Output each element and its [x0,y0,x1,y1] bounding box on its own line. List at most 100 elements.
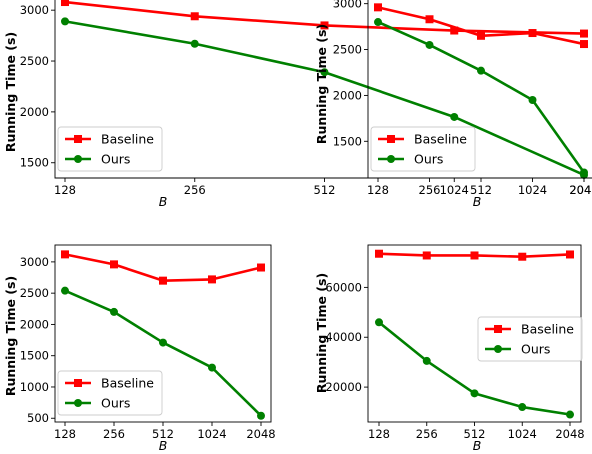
y-tick-label: 1500 [20,349,49,363]
marker-baseline-2 [477,31,485,40]
legend-label-ours: Ours [521,342,550,357]
marker-ours-2 [320,68,329,77]
y-tick-label: 3000 [20,255,49,269]
y-tick-label: 2500 [20,286,49,300]
marker-ours-2 [477,66,485,75]
y-tick-label: 1500 [20,156,49,170]
marker-baseline-legend [74,379,82,387]
x-tick-label: 256 [184,183,206,197]
marker-ours-legend [74,399,82,407]
x-tick-label: 2048 [246,427,275,441]
series-baseline [374,3,588,49]
y-axis-label: Running Time (s) [3,32,18,152]
marker-baseline-0 [61,250,69,259]
marker-baseline-2 [159,276,167,285]
marker-ours-1 [422,356,431,365]
chart-2: 128256512102420481500200025003000BRunnin… [314,0,592,209]
y-tick-label: 2000 [20,317,49,331]
y-axis-label: Running Time (s) [3,276,18,396]
y-tick-label: 60000 [325,280,362,294]
series-baseline [61,0,588,38]
legend: Baseline Ours [370,126,476,172]
legend-label-ours: Ours [101,396,130,411]
marker-ours-0 [61,286,69,295]
marker-ours-3 [208,363,216,372]
marker-baseline-legend [74,135,82,143]
legend-label-baseline: Baseline [101,376,154,391]
x-tick-label: 256 [416,427,438,441]
marker-ours-4 [257,411,265,420]
plot-frame [367,0,592,179]
x-tick-label: 128 [368,427,390,441]
marker-ours-0 [61,17,69,26]
marker-baseline-1 [422,251,431,260]
marker-baseline-legend [387,135,395,143]
chart-4: 128 256 512 1024 2048 20000 40000 60000 B Running… [314,244,585,453]
x-tick-label: 1024 [197,427,226,441]
chart-1: 128256512102420481500200025003000BRunnin… [3,0,592,209]
marker-baseline-3 [528,29,537,38]
marker-baseline-legend [494,325,502,333]
y-tick-label: 1500 [333,134,362,148]
y-tick-label: 40000 [325,330,362,344]
marker-baseline-0 [375,249,383,258]
x-tick-label: 512 [464,427,486,441]
chart-3: 128 256 512 1024 2048 500 1000 1500 2000 2500 3000… [3,244,276,453]
legend: Baseline Ours [57,370,163,416]
legend: Baseline Ours [477,316,583,362]
x-tick-label: 2048 [569,183,592,197]
marker-baseline-0 [61,0,69,7]
legend-label-ours: Ours [101,152,130,167]
legend-label-baseline: Baseline [101,132,154,147]
y-tick-label: 2000 [20,105,49,119]
marker-baseline-1 [425,15,434,24]
marker-ours-legend [387,155,395,163]
series-baseline [61,250,265,285]
marker-baseline-3 [518,252,527,261]
series-ours [375,318,574,419]
y-tick-label: 500 [27,411,49,425]
marker-ours-3 [518,403,527,412]
x-tick-label: 1024 [508,427,537,441]
x-tick-label: 512 [152,427,174,441]
legend: Baseline Ours [57,126,163,172]
marker-baseline-4 [580,40,588,49]
marker-baseline-4 [580,29,588,38]
x-tick-label: 128 [367,183,389,197]
y-axis-label: Running Time (s) [314,273,329,393]
marker-baseline-4 [566,250,574,259]
marker-ours-3 [528,96,537,105]
marker-ours-0 [375,318,383,327]
x-tick-label: 1024 [518,183,547,197]
series-ours [374,18,588,177]
legend-label-baseline: Baseline [414,132,467,147]
marker-baseline-1 [190,12,199,21]
marker-ours-2 [159,338,167,347]
y-tick-label: 2500 [20,54,49,68]
y-tick-label: 20000 [325,380,362,394]
y-tick-label: 3000 [333,0,362,11]
marker-ours-1 [190,39,199,48]
series-baseline [375,249,574,261]
y-tick-label: 2500 [333,43,362,57]
legend-label-baseline: Baseline [521,322,574,337]
x-axis-label: B [473,194,482,209]
marker-baseline-2 [320,21,329,30]
marker-ours-0 [374,18,382,27]
x-tick-label: 2048 [569,183,592,197]
marker-baseline-4 [257,263,265,272]
marker-baseline-3 [450,26,459,35]
x-tick-label: 512 [470,183,492,197]
marker-ours-legend [494,345,502,353]
marker-ours-2 [470,389,479,398]
marker-ours-4 [566,410,574,419]
x-tick-label: 128 [54,427,76,441]
marker-baseline-0 [374,3,382,12]
y-tick-label: 2000 [333,88,362,102]
y-tick-label: 3000 [20,3,49,17]
x-tick-label: 1024 [440,183,469,197]
legend-label-ours: Ours [414,152,443,167]
y-tick-label: 1000 [20,380,49,394]
series-ours [61,286,265,420]
